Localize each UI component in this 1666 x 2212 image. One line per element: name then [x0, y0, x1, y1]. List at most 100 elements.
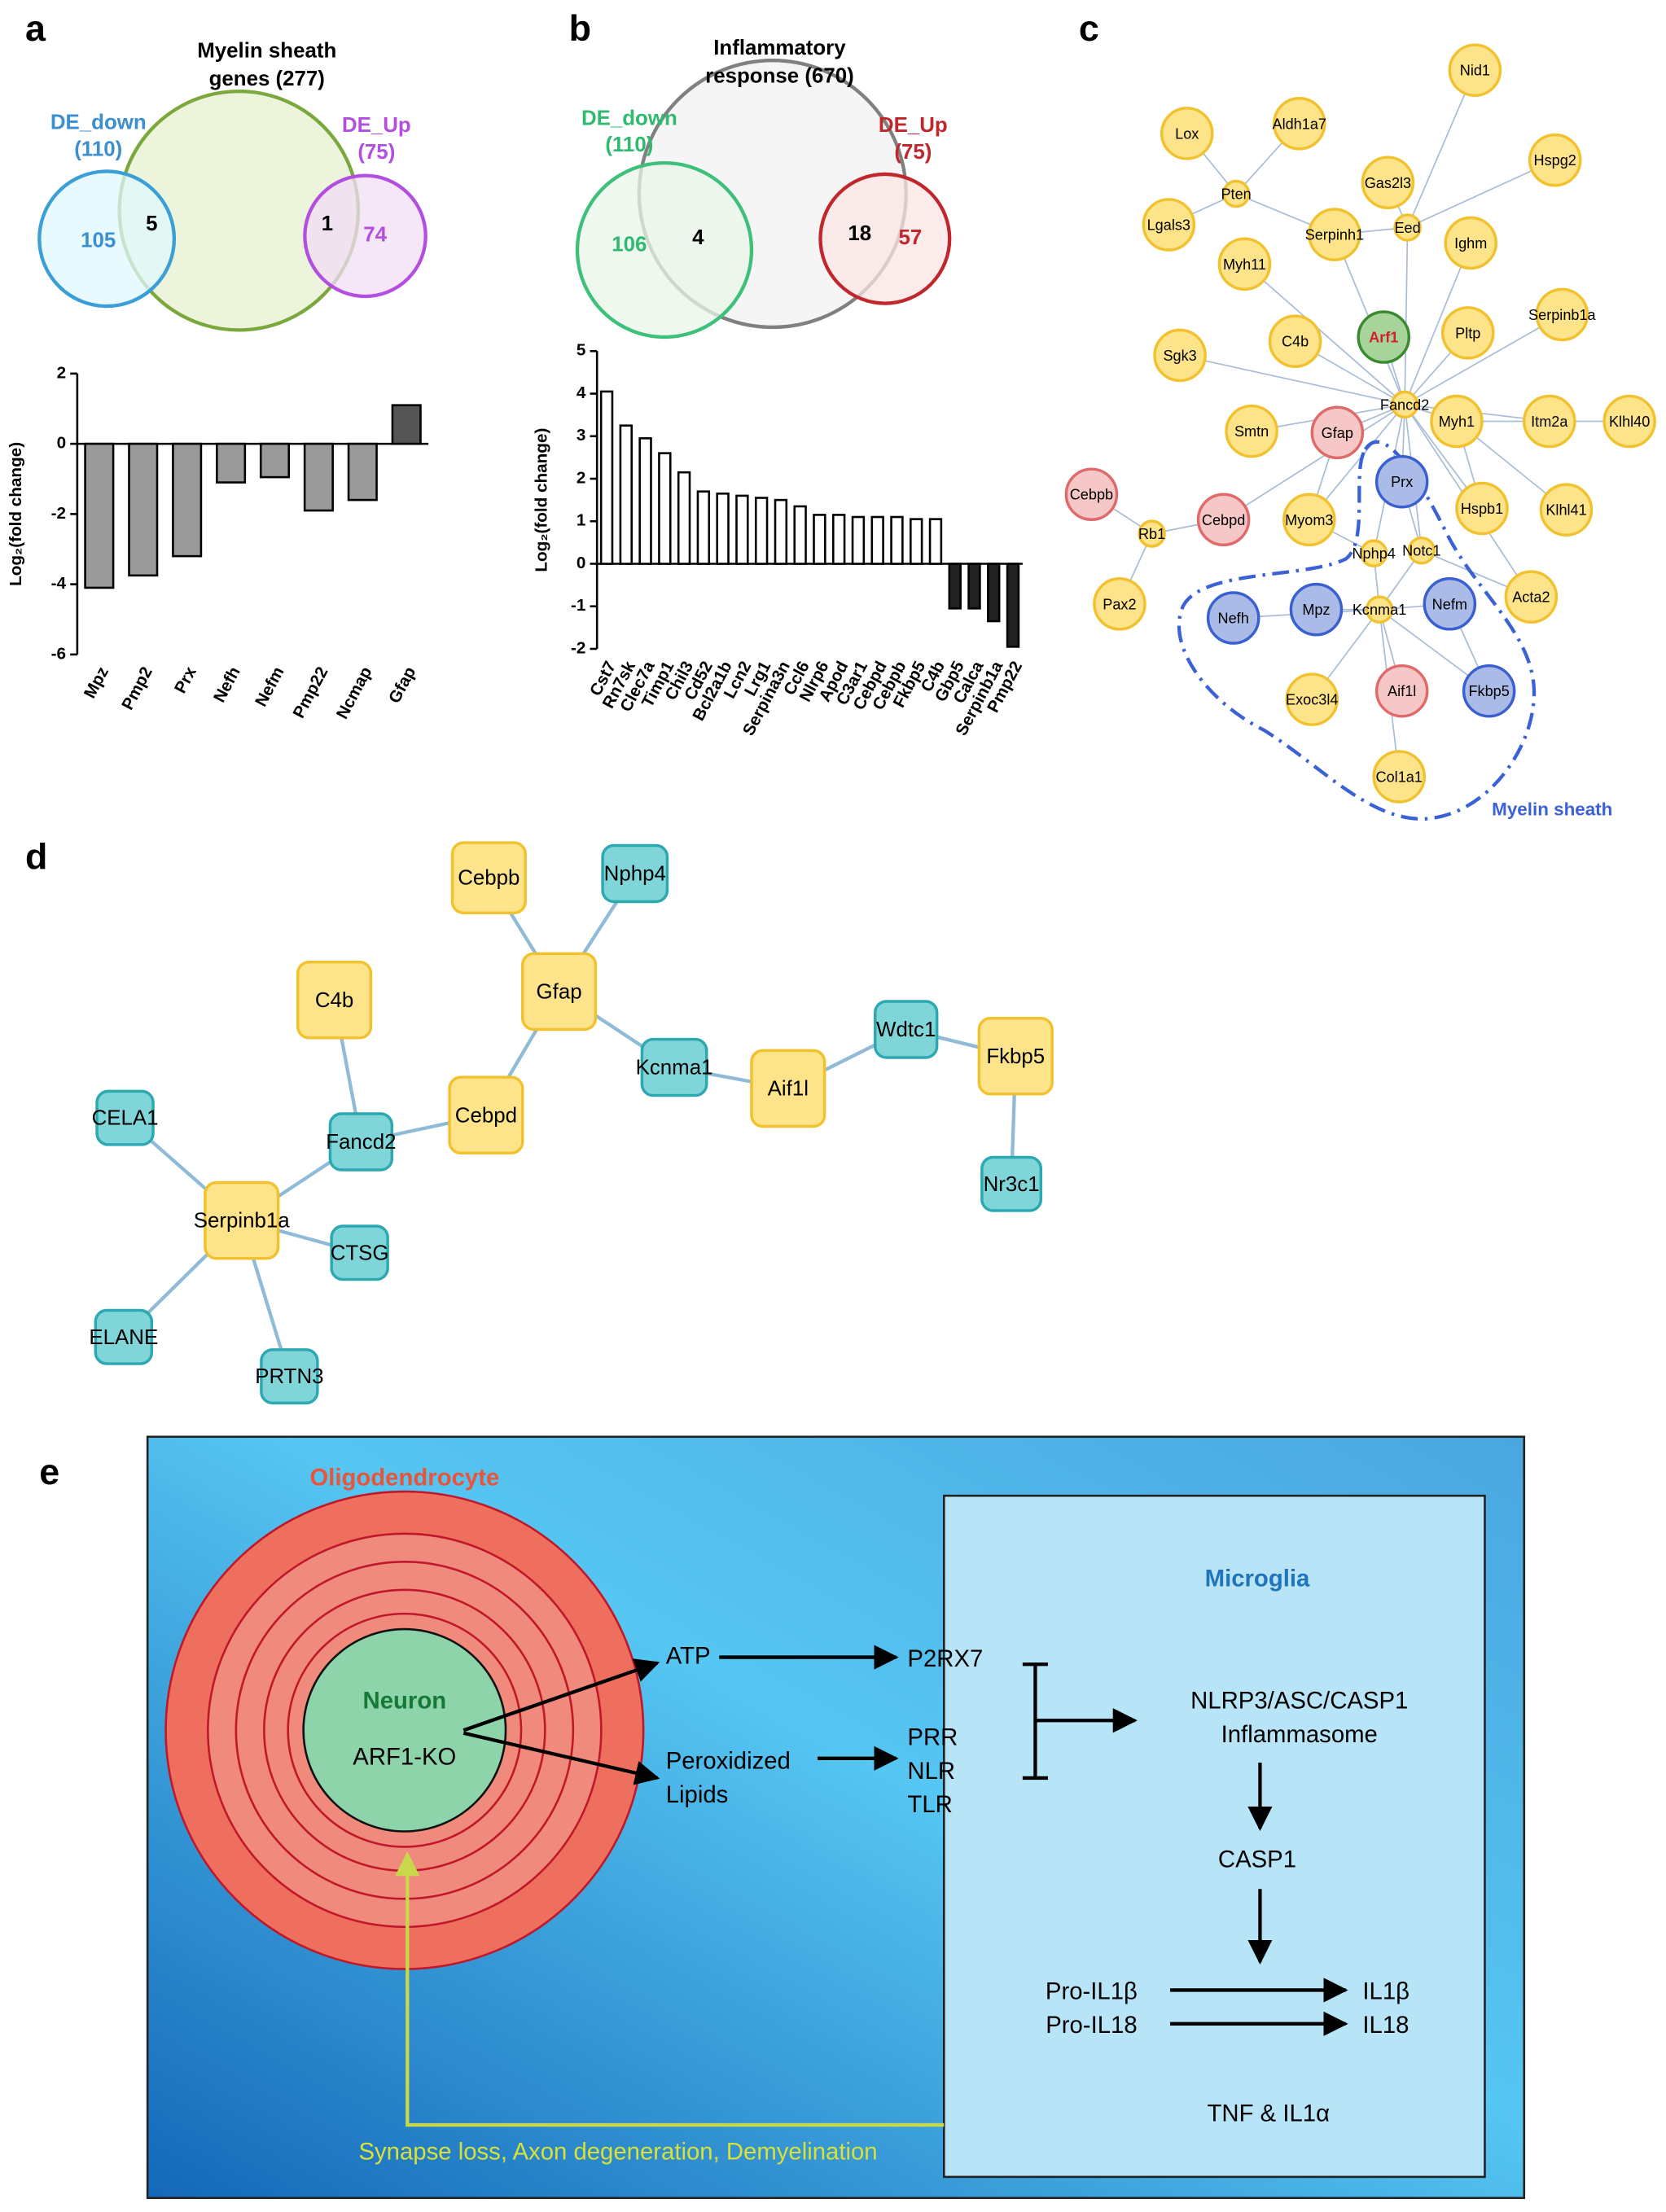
node-label: Ighm [1454, 235, 1487, 252]
network-node [1357, 310, 1411, 364]
node-label: Pax2 [1103, 596, 1136, 612]
node-label: Kcnma1 [1353, 602, 1406, 618]
venn-set-label: DE_Up [342, 114, 411, 137]
network-node [1539, 483, 1594, 537]
network-node [750, 1049, 826, 1128]
network-node [980, 1155, 1043, 1212]
node-label: Cebpb [1070, 487, 1113, 503]
node-label: Lox [1175, 125, 1199, 142]
network-node [1310, 405, 1365, 460]
network-node [1064, 467, 1119, 522]
network-node [1535, 287, 1589, 342]
node-label: Myh1 [1439, 414, 1475, 430]
x-tick-label: Nefm [252, 664, 288, 709]
node-label: Nid1 [1460, 63, 1490, 79]
node-label: Rb1 [1138, 526, 1165, 542]
node-label: Acta2 [1512, 589, 1550, 606]
network-node [874, 1000, 939, 1059]
node-label: Sgk3 [1163, 348, 1196, 364]
y-axis-label: Log₂(fold change) [7, 442, 25, 586]
network-node [1393, 213, 1422, 242]
network-node [1308, 208, 1361, 261]
network-node [1272, 97, 1326, 151]
network-edge [1404, 243, 1472, 405]
node-label: Hspg2 [1534, 152, 1576, 169]
venn-count: 5 [146, 212, 157, 235]
venn-title: Myelin sheath [197, 40, 336, 63]
node-label: Nphp4 [604, 863, 666, 886]
node-label: Serpinb1a [1528, 307, 1596, 323]
network-node [260, 1348, 319, 1405]
y-tick-label: 0 [57, 434, 67, 453]
bar [216, 442, 247, 484]
bar [813, 514, 826, 565]
y-tick-label: 3 [577, 426, 586, 445]
cytokine: Pro-IL18 [1046, 2012, 1137, 2039]
network-node [1217, 237, 1272, 291]
bar [851, 515, 866, 565]
panel-label: e [39, 1451, 59, 1492]
panel-label: b [569, 7, 591, 49]
node-label: Gfap [1322, 425, 1353, 441]
node-label: Mpz [1302, 602, 1330, 618]
bar [696, 490, 711, 565]
node-label: Nphp4 [1352, 545, 1395, 562]
node-label: Wdtc1 [876, 1018, 936, 1041]
y-tick-label: -2 [571, 638, 585, 657]
network-node [1423, 577, 1477, 631]
node-label: Serpinh1 [1305, 227, 1365, 243]
bar [910, 518, 923, 565]
network-node [1448, 43, 1502, 98]
bar [967, 563, 981, 610]
cell-label: Neuron [363, 1688, 447, 1715]
bar [948, 563, 962, 610]
bar [391, 404, 422, 445]
feedback-arrow [395, 1851, 945, 2127]
signal: Lipids [666, 1781, 729, 1808]
x-tick-label: Nefh [210, 664, 244, 705]
network-node [1523, 394, 1576, 449]
y-tick-label: 2 [577, 468, 586, 487]
network-node [330, 1224, 389, 1281]
venn-count: 57 [898, 226, 922, 249]
network-node [1440, 306, 1495, 360]
bar [1006, 563, 1020, 648]
y-tick-label: -1 [571, 596, 585, 615]
network-edge [1223, 404, 1405, 521]
bar [677, 471, 691, 565]
network-node [94, 1308, 154, 1365]
bar [890, 515, 904, 565]
cell-label: Oligodendrocyte [309, 1464, 499, 1491]
node-label: Col1a1 [1376, 769, 1423, 785]
bar [303, 442, 334, 512]
node-label: Nefh [1218, 611, 1249, 627]
bar [754, 497, 769, 565]
network-node [1374, 664, 1429, 718]
bar [831, 514, 846, 565]
receptor: TLR [907, 1791, 952, 1818]
network-node [1093, 577, 1146, 631]
y-tick-label: 0 [577, 554, 586, 572]
x-tick-label: Mpz [81, 664, 112, 701]
node-label: Serpinb1a [194, 1210, 291, 1233]
network-node [977, 1016, 1054, 1096]
node-label: ELANE [89, 1326, 158, 1349]
signal: Peroxidized [666, 1748, 791, 1775]
network-node [1225, 404, 1278, 458]
cytokine: IL18 [1362, 2012, 1409, 2039]
bar [658, 452, 672, 565]
node-label: Pltp [1455, 325, 1480, 341]
venn-set-label: (110) [74, 138, 122, 160]
venn-count: 106 [612, 234, 647, 256]
y-axis-label: Log₂(fold change) [532, 428, 550, 572]
receptor: P2RX7 [907, 1645, 983, 1672]
y-tick-label: 1 [577, 511, 586, 530]
y-tick-label: -2 [51, 504, 66, 523]
node-label: Aldh1a7 [1273, 116, 1326, 132]
cytokine: Pro-IL1β [1046, 1978, 1138, 2005]
venn-count: 4 [692, 226, 704, 249]
bar [638, 437, 652, 565]
node-label: Aif1l [1388, 683, 1416, 699]
network-node [601, 843, 669, 904]
node-label: Itm2a [1531, 414, 1568, 430]
